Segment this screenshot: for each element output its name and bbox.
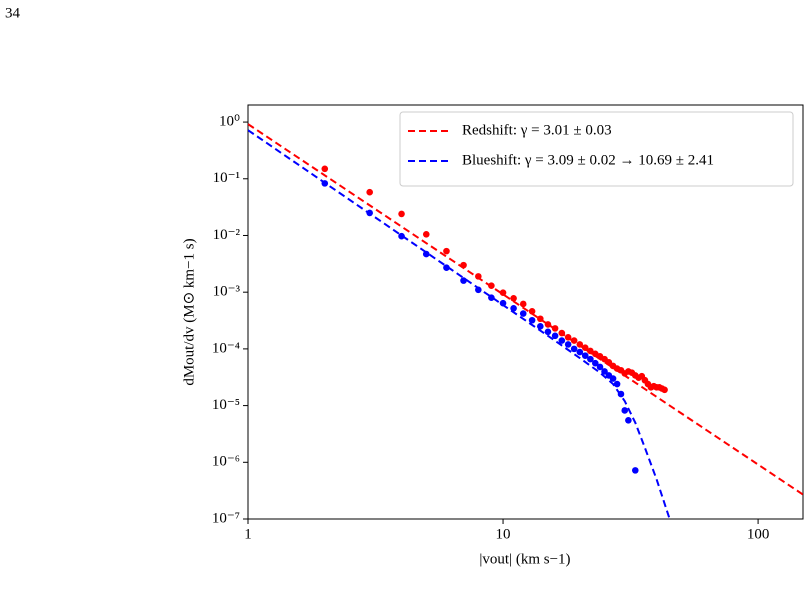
data-point (475, 286, 482, 294)
data-point (551, 332, 559, 340)
data-point (544, 321, 552, 328)
y-tick-label: 10⁻² (213, 227, 241, 243)
y-tick-label: 10⁻⁵ (212, 397, 240, 413)
data-point (321, 180, 329, 187)
data-point (366, 188, 373, 196)
y-tick-label: 10⁻⁶ (212, 454, 240, 470)
y-tick-label: 10⁻⁷ (212, 510, 240, 526)
data-point (631, 467, 639, 474)
fit-line (248, 123, 803, 496)
data-point (499, 299, 507, 307)
data-point (321, 165, 329, 173)
data-point (537, 323, 544, 330)
data-point (551, 325, 559, 332)
data-point (570, 345, 578, 353)
data-point (576, 341, 584, 348)
data-point (366, 209, 373, 217)
data-point (587, 355, 594, 363)
x-tick-label: 100 (747, 526, 770, 542)
data-point (422, 230, 430, 238)
page-number: 34 (5, 5, 21, 21)
data-point (661, 386, 668, 394)
data-point (617, 390, 625, 398)
data-point (528, 316, 536, 324)
data-point (499, 289, 507, 296)
y-tick-label: 10⁻³ (213, 284, 241, 300)
x-tick-label: 1 (244, 526, 252, 542)
y-tick-label: 10⁻⁴ (212, 340, 240, 356)
series-layer (248, 123, 803, 519)
fit-line (248, 129, 671, 519)
x-axis-label: |vout| (km s−1) (479, 551, 570, 567)
data-point (558, 337, 566, 344)
y-axis-label: dMout/dv (M⊙ km−1 s) (181, 238, 197, 385)
data-point (510, 304, 517, 312)
data-point (625, 417, 632, 424)
data-point (564, 341, 572, 348)
axes-frame (247, 104, 804, 520)
data-point (581, 344, 589, 351)
data-point (519, 310, 527, 317)
x-tick-label: 10 (496, 526, 511, 542)
data-point (443, 247, 450, 255)
data-point (558, 329, 566, 337)
data-point (475, 273, 482, 280)
data-point (422, 250, 430, 258)
data-point (592, 359, 599, 367)
data-point (544, 328, 552, 336)
data-point (510, 295, 517, 302)
data-point (581, 352, 589, 359)
y-tick-label: 10⁰ (219, 114, 240, 130)
data-point (460, 261, 467, 269)
data-point (528, 308, 536, 315)
legend-label: Blueshift: γ = 3.09 ± 0.02 → 10.69 ± 2.4… (462, 152, 714, 168)
data-point (609, 375, 617, 382)
data-point (601, 368, 608, 375)
data-point (519, 300, 527, 308)
data-point (576, 348, 584, 356)
data-point (587, 347, 594, 355)
data-point (488, 294, 495, 301)
data-point (613, 380, 621, 388)
data-point (443, 264, 450, 272)
data-point (488, 282, 495, 290)
data-point (596, 363, 604, 371)
data-point (570, 337, 578, 344)
data-point (537, 315, 544, 323)
data-point (398, 210, 405, 218)
data-point (398, 232, 405, 240)
data-point (564, 334, 572, 341)
data-point (460, 277, 467, 284)
legend-box (399, 111, 794, 187)
y-tick-label: 10⁻¹ (213, 170, 240, 186)
legend-label: Redshift: γ = 3.01 ± 0.03 (462, 122, 612, 138)
data-point (621, 407, 629, 414)
